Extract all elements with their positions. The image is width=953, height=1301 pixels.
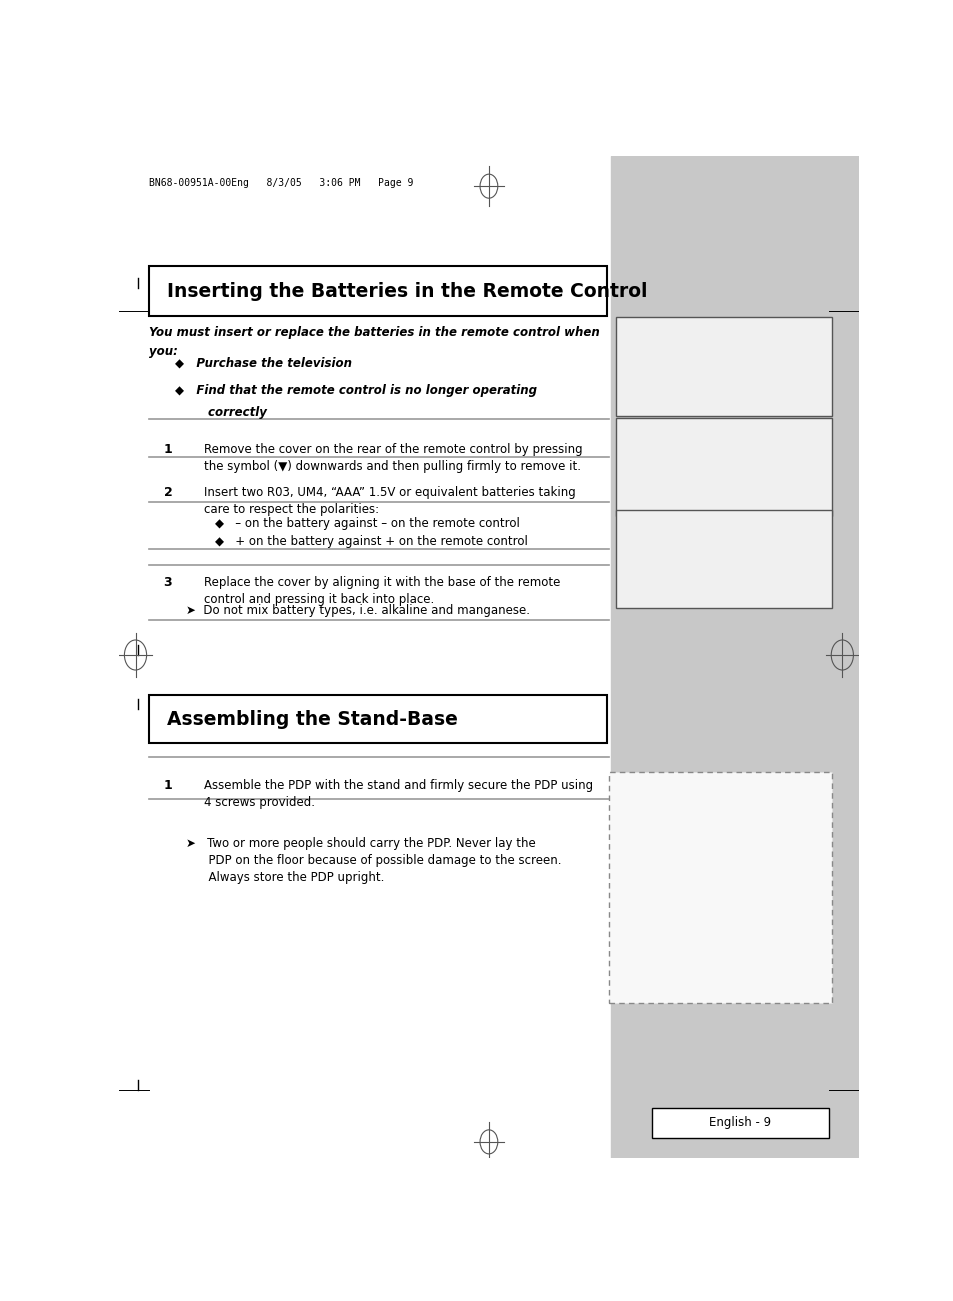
- Text: English - 9: English - 9: [708, 1116, 771, 1129]
- Text: ➤  Do not mix battery types, i.e. alkaline and manganese.: ➤ Do not mix battery types, i.e. alkalin…: [186, 604, 529, 617]
- Text: Insert two R03, UM4, “AAA” 1.5V or equivalent batteries taking
care to respect t: Insert two R03, UM4, “AAA” 1.5V or equiv…: [204, 485, 576, 515]
- Text: Replace the cover by aligning it with the base of the remote
control and pressin: Replace the cover by aligning it with th…: [204, 576, 560, 606]
- Text: Assembling the Stand-Base: Assembling the Stand-Base: [167, 709, 457, 729]
- Text: You must insert or replace the batteries in the remote control when
you:: You must insert or replace the batteries…: [149, 327, 598, 358]
- Bar: [610, 156, 858, 1158]
- FancyBboxPatch shape: [616, 418, 831, 515]
- Text: ◆   Purchase the television: ◆ Purchase the television: [174, 356, 352, 369]
- Text: Assemble the PDP with the stand and firmly secure the PDP using
4 screws provide: Assemble the PDP with the stand and firm…: [204, 779, 593, 809]
- Text: ◆   Find that the remote control is no longer operating: ◆ Find that the remote control is no lon…: [174, 384, 537, 397]
- Text: correctly: correctly: [174, 406, 266, 419]
- Text: 1: 1: [164, 779, 172, 792]
- FancyBboxPatch shape: [149, 267, 606, 316]
- Text: 1: 1: [164, 442, 172, 455]
- Text: 3: 3: [164, 576, 172, 589]
- FancyBboxPatch shape: [608, 773, 831, 1003]
- Text: BN68-00951A-00Eng   8/3/05   3:06 PM   Page 9: BN68-00951A-00Eng 8/3/05 3:06 PM Page 9: [149, 178, 413, 189]
- Text: 2: 2: [164, 485, 172, 498]
- Text: ➤   Two or more people should carry the PDP. Never lay the
      PDP on the floo: ➤ Two or more people should carry the PD…: [186, 838, 560, 885]
- Text: Inserting the Batteries in the Remote Control: Inserting the Batteries in the Remote Co…: [167, 282, 647, 301]
- FancyBboxPatch shape: [149, 695, 606, 743]
- FancyBboxPatch shape: [616, 317, 831, 415]
- FancyBboxPatch shape: [616, 510, 831, 608]
- Text: Remove the cover on the rear of the remote control by pressing
the symbol (▼) do: Remove the cover on the rear of the remo…: [204, 442, 582, 472]
- FancyBboxPatch shape: [651, 1108, 828, 1138]
- Text: ◆   – on the battery against – on the remote control: ◆ – on the battery against – on the remo…: [215, 516, 519, 530]
- Text: ◆   + on the battery against + on the remote control: ◆ + on the battery against + on the remo…: [215, 535, 528, 548]
